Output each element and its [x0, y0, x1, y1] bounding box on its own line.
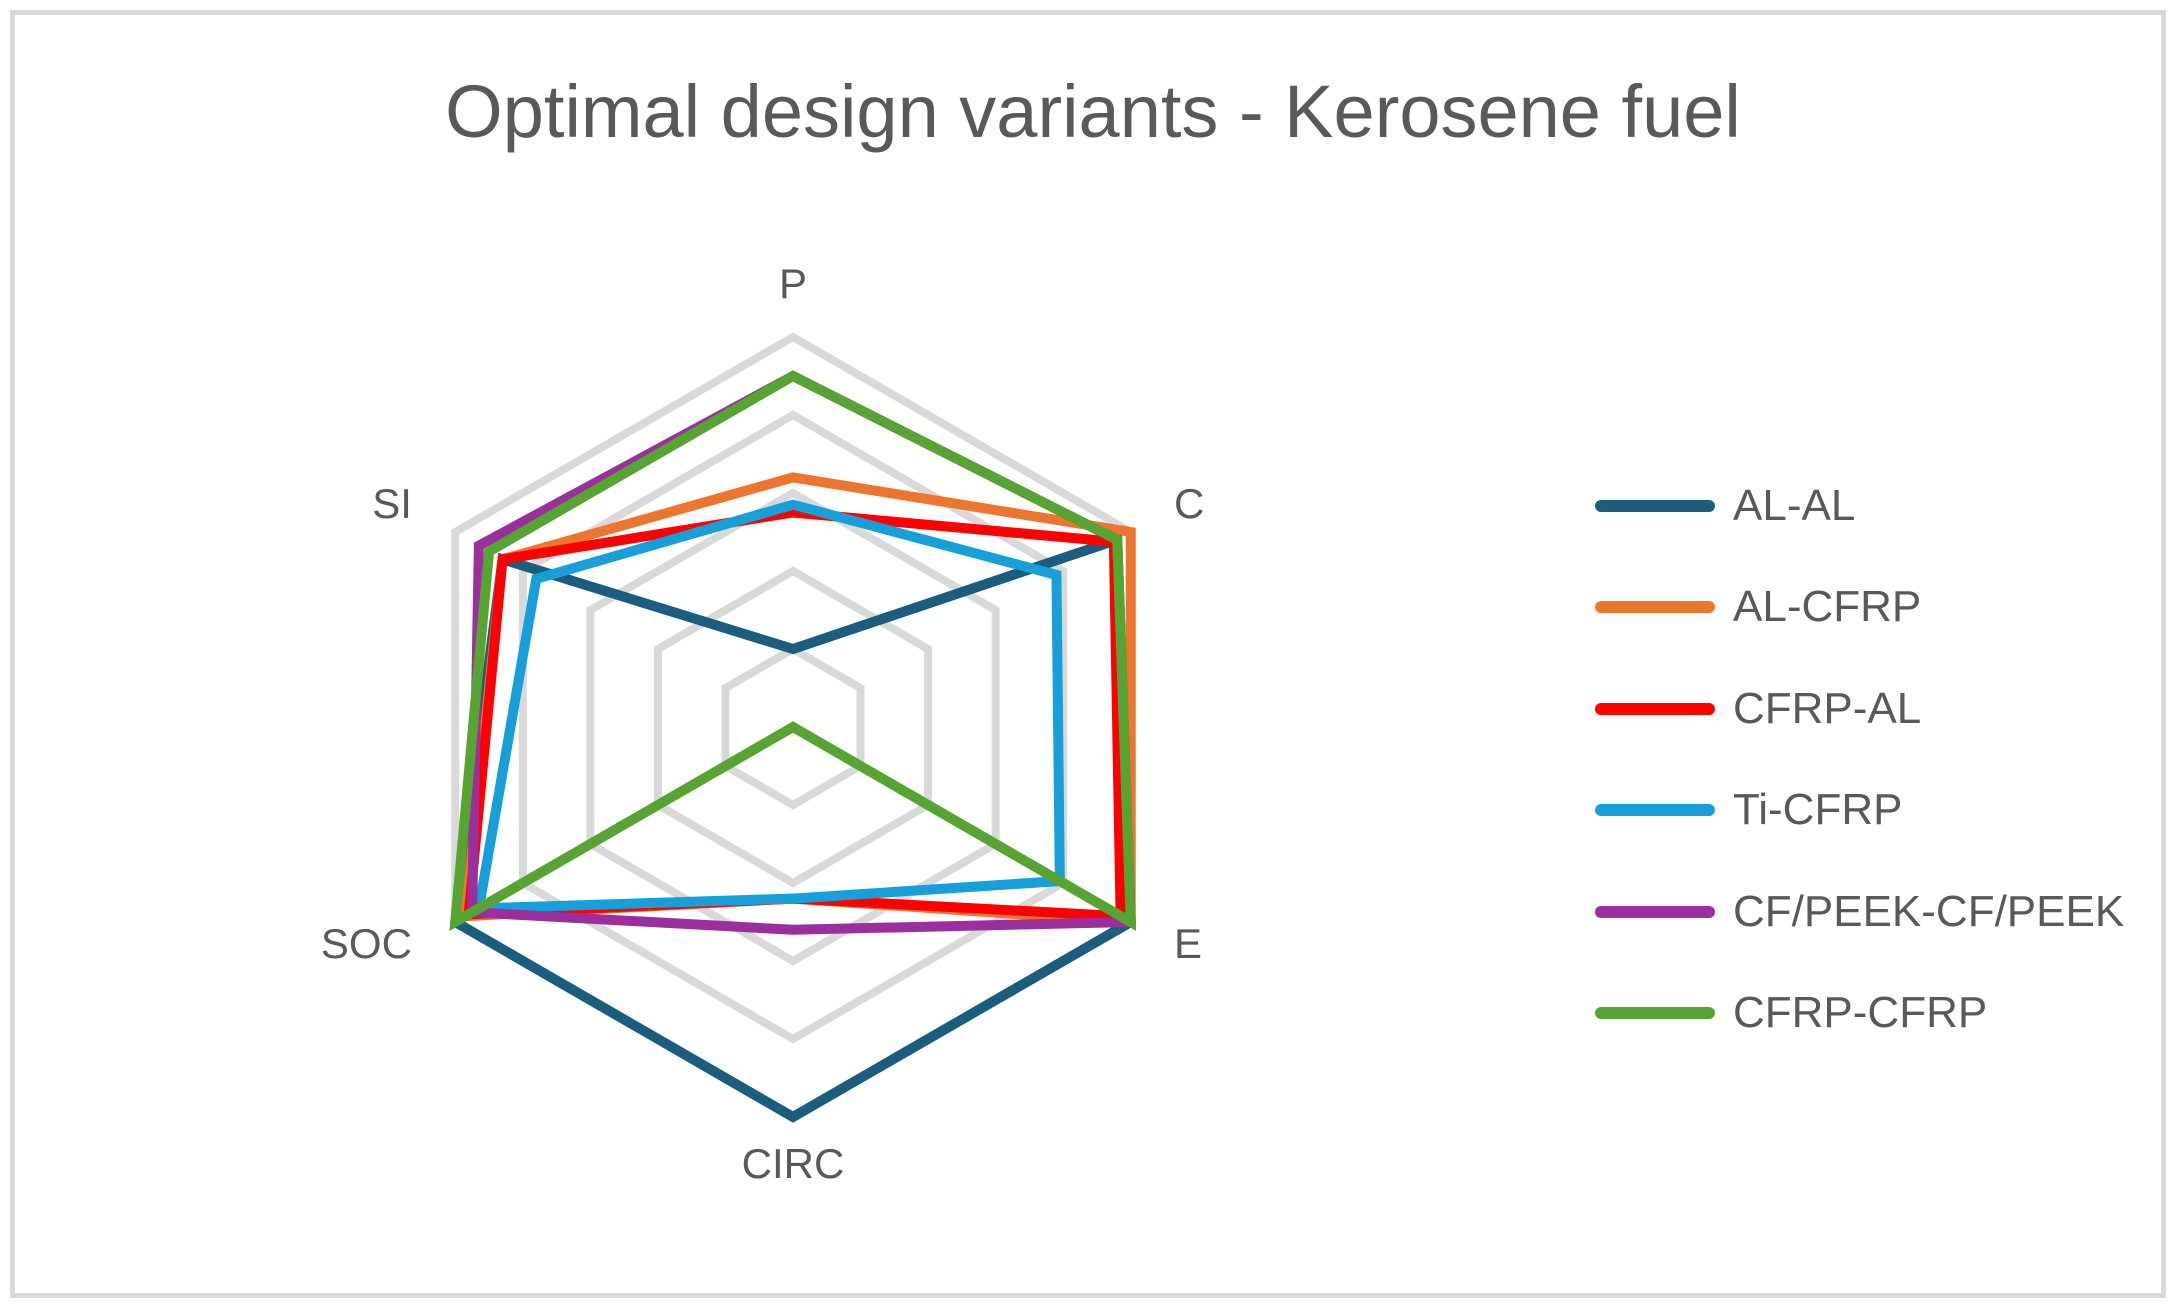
radar-chart: P C E CIRC SOC SI — [321, 260, 1204, 1187]
legend-item-1: AL-AL — [1595, 455, 2124, 557]
axis-label-circ: CIRC — [742, 1140, 845, 1187]
axis-label-soc: SOC — [321, 920, 412, 967]
series-line-6 — [449, 370, 1137, 932]
chart-title: Optimal design variants - Kerosene fuel — [445, 70, 1741, 153]
legend-swatch — [1595, 1007, 1715, 1020]
grid-ring-2 — [653, 566, 933, 888]
legend-label: AL-CFRP — [1733, 582, 1922, 632]
grid-ring-4 — [518, 410, 1068, 1044]
axis-label-si: SI — [372, 480, 412, 527]
legend-swatch — [1595, 905, 1715, 918]
series-line-4 — [472, 499, 1065, 914]
radar-series — [449, 370, 1137, 1123]
legend-swatch — [1595, 601, 1715, 614]
legend-item-3: CFRP-AL — [1595, 658, 2124, 760]
legend-label: CF/PEEK-CF/PEEK — [1733, 886, 2125, 936]
axis-label-p: P — [779, 260, 807, 307]
legend-item-4: Ti-CFRP — [1595, 760, 2124, 862]
series-line-1 — [449, 532, 1136, 1123]
legend-swatch — [1595, 702, 1715, 715]
radar-grid — [451, 332, 1135, 1122]
legend-label: Ti-CFRP — [1733, 785, 1903, 835]
legend-label: AL-AL — [1733, 480, 1856, 530]
legend-swatch — [1595, 804, 1715, 817]
legend: AL-AL AL-CFRP CFRP-AL Ti-CFRP CF/PEEK-CF/PEE… — [1595, 455, 2124, 1064]
legend-label: CFRP-CFRP — [1733, 988, 1988, 1038]
legend-label: CFRP-AL — [1733, 683, 1922, 733]
legend-item-2: AL-CFRP — [1595, 557, 2124, 659]
legend-item-6: CFRP-CFRP — [1595, 963, 2124, 1065]
grid-ring-3 — [586, 488, 1000, 966]
chart-frame: Optimal design variants - Kerosene fuel … — [10, 10, 2166, 1298]
legend-item-5: CF/PEEK-CF/PEEK — [1595, 861, 2124, 963]
grid-ring-1 — [721, 644, 865, 810]
axis-label-c: C — [1174, 480, 1204, 527]
axis-labels: P C E CIRC SOC SI — [321, 260, 1204, 1187]
axis-label-e: E — [1174, 920, 1202, 967]
legend-swatch — [1595, 499, 1715, 512]
